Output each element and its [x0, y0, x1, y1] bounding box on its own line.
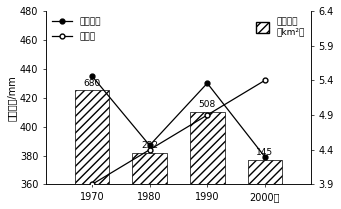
Bar — [190, 112, 225, 184]
Bar — [75, 90, 109, 184]
Y-axis label: 年降水量/mm: 年降水量/mm — [7, 75, 17, 121]
Text: 145: 145 — [256, 148, 273, 157]
Text: 508: 508 — [199, 100, 216, 109]
Text: 252: 252 — [141, 141, 158, 150]
Bar — [248, 160, 282, 184]
Text: 680: 680 — [83, 79, 101, 88]
Legend: 湿地面积
（km²）: 湿地面积 （km²） — [254, 15, 307, 38]
Bar — [132, 153, 167, 184]
